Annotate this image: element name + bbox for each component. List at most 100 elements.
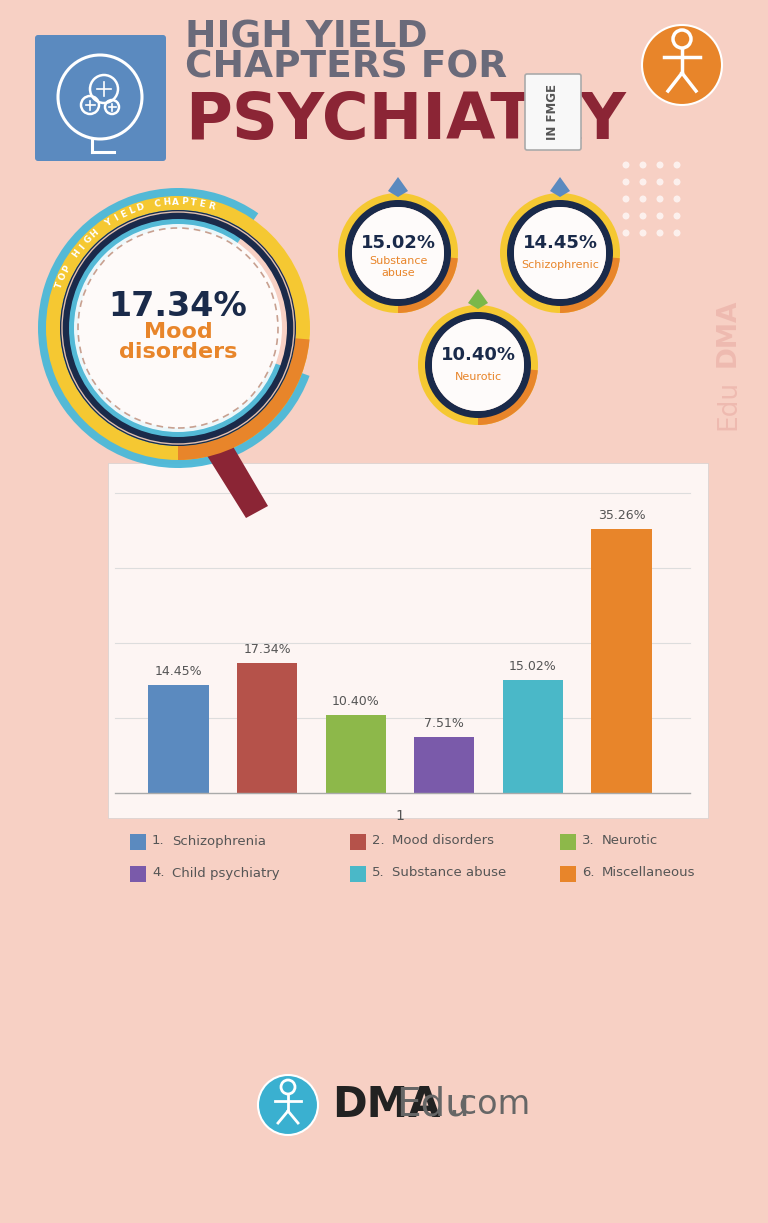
Text: T: T [190, 198, 197, 208]
Text: PSYCHIATRY: PSYCHIATRY [185, 91, 626, 152]
Wedge shape [46, 196, 310, 460]
Bar [130, 866, 146, 882]
Text: O: O [58, 272, 68, 283]
Wedge shape [500, 193, 620, 313]
Text: Child psychiatry: Child psychiatry [172, 867, 280, 879]
Text: 1.: 1. [152, 834, 164, 848]
Text: C: C [154, 198, 162, 209]
Circle shape [352, 207, 444, 298]
Text: Schizophrenia: Schizophrenia [172, 834, 266, 848]
Bar [503, 680, 563, 793]
Text: T: T [55, 280, 65, 290]
Circle shape [623, 230, 630, 236]
Circle shape [657, 161, 664, 169]
Wedge shape [345, 201, 451, 306]
Wedge shape [398, 257, 458, 313]
Text: I: I [112, 214, 120, 223]
Text: 17.34%: 17.34% [108, 290, 247, 323]
Circle shape [657, 196, 664, 203]
Wedge shape [338, 193, 458, 313]
Wedge shape [425, 312, 531, 418]
Wedge shape [60, 210, 296, 446]
Circle shape [640, 161, 647, 169]
Polygon shape [468, 289, 488, 309]
Circle shape [623, 196, 630, 203]
Text: CHAPTERS FOR: CHAPTERS FOR [185, 50, 507, 86]
Circle shape [623, 213, 630, 219]
Text: 6.: 6. [582, 867, 594, 879]
Text: 10.40%: 10.40% [441, 346, 515, 364]
Text: 35.26%: 35.26% [598, 509, 645, 521]
Text: 15.02%: 15.02% [360, 234, 435, 252]
Circle shape [258, 1075, 318, 1135]
Circle shape [514, 207, 606, 298]
Bar [350, 834, 366, 850]
Text: P: P [180, 197, 188, 207]
Wedge shape [478, 369, 538, 426]
Circle shape [657, 179, 664, 186]
Circle shape [674, 196, 680, 203]
Text: 5.: 5. [372, 867, 385, 879]
Circle shape [432, 319, 524, 411]
Circle shape [623, 179, 630, 186]
Circle shape [640, 230, 647, 236]
Bar [326, 715, 386, 793]
Circle shape [74, 224, 282, 432]
Circle shape [623, 161, 630, 169]
Text: 10.40%: 10.40% [332, 695, 379, 708]
Circle shape [640, 179, 647, 186]
Circle shape [674, 230, 680, 236]
Text: I: I [78, 242, 86, 251]
Polygon shape [206, 438, 268, 519]
Polygon shape [388, 177, 408, 197]
Text: Schizophrenic: Schizophrenic [521, 260, 599, 270]
Polygon shape [550, 177, 570, 197]
Text: Y: Y [103, 218, 114, 229]
Text: R: R [206, 201, 215, 212]
Circle shape [674, 161, 680, 169]
Text: Substance abuse: Substance abuse [392, 867, 506, 879]
Text: L: L [127, 205, 136, 216]
Text: E: E [198, 199, 206, 209]
Text: H: H [162, 198, 170, 208]
Bar [130, 834, 146, 850]
Text: Edu: Edu [715, 380, 741, 430]
Circle shape [657, 213, 664, 219]
Text: abuse: abuse [381, 268, 415, 278]
Bar [148, 685, 209, 793]
Text: .com: .com [448, 1088, 530, 1121]
Bar [560, 866, 576, 882]
Circle shape [673, 31, 691, 48]
Text: 7.51%: 7.51% [425, 717, 464, 730]
Text: IN FMGE: IN FMGE [547, 84, 560, 139]
FancyBboxPatch shape [108, 464, 708, 818]
Text: 4.: 4. [152, 867, 164, 879]
Text: P: P [61, 264, 72, 274]
Text: Substance: Substance [369, 256, 427, 265]
Text: HIGH YIELD: HIGH YIELD [185, 20, 428, 55]
Circle shape [674, 213, 680, 219]
Text: E: E [119, 209, 128, 220]
Text: DMA: DMA [332, 1084, 440, 1126]
Text: 15.02%: 15.02% [509, 660, 557, 674]
Text: A: A [172, 197, 179, 207]
FancyBboxPatch shape [35, 35, 166, 161]
Circle shape [674, 179, 680, 186]
Wedge shape [178, 339, 310, 460]
Circle shape [657, 230, 664, 236]
Circle shape [640, 196, 647, 203]
Bar [591, 528, 651, 793]
Bar [560, 834, 576, 850]
Text: 14.45%: 14.45% [522, 234, 598, 252]
Wedge shape [418, 305, 538, 426]
Wedge shape [38, 188, 310, 468]
Bar [414, 736, 475, 793]
Text: 14.45%: 14.45% [154, 664, 202, 678]
Text: D: D [135, 202, 145, 213]
Text: Neurotic: Neurotic [602, 834, 658, 848]
Text: Neurotic: Neurotic [455, 372, 502, 382]
Text: H: H [88, 227, 100, 240]
Text: Mood disorders: Mood disorders [392, 834, 494, 848]
Wedge shape [507, 201, 613, 306]
Text: 17.34%: 17.34% [243, 643, 291, 656]
